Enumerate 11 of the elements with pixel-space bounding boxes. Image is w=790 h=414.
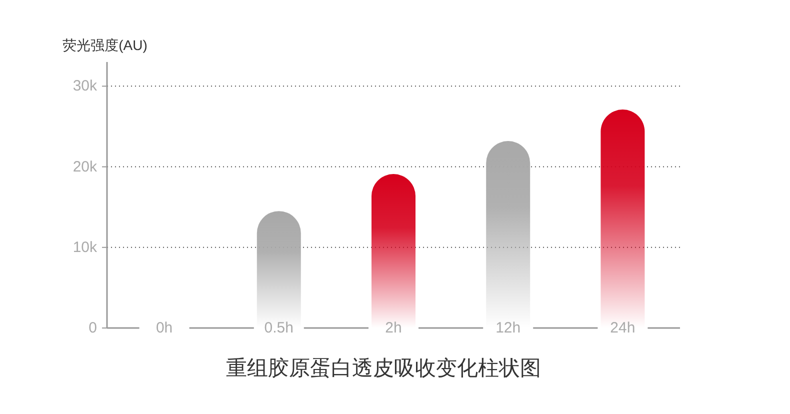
y-tick-label: 0 (88, 320, 97, 336)
y-tick-label: 30k (72, 78, 98, 95)
y-tick-label: 20k (72, 158, 98, 176)
y-tick-label: 10k (72, 238, 98, 256)
x-tick-label: 0h (156, 320, 173, 336)
x-tick-label: 0.5h (264, 320, 294, 336)
text: 重组胶原蛋白透皮吸收变化柱状图 (226, 357, 541, 380)
x-tick-label: 2h (385, 320, 402, 336)
y-axis-title: 荧光强度(AU) (62, 37, 148, 53)
x-tick-label: 12h (496, 320, 521, 336)
x-tick-label: 24h (610, 320, 636, 336)
